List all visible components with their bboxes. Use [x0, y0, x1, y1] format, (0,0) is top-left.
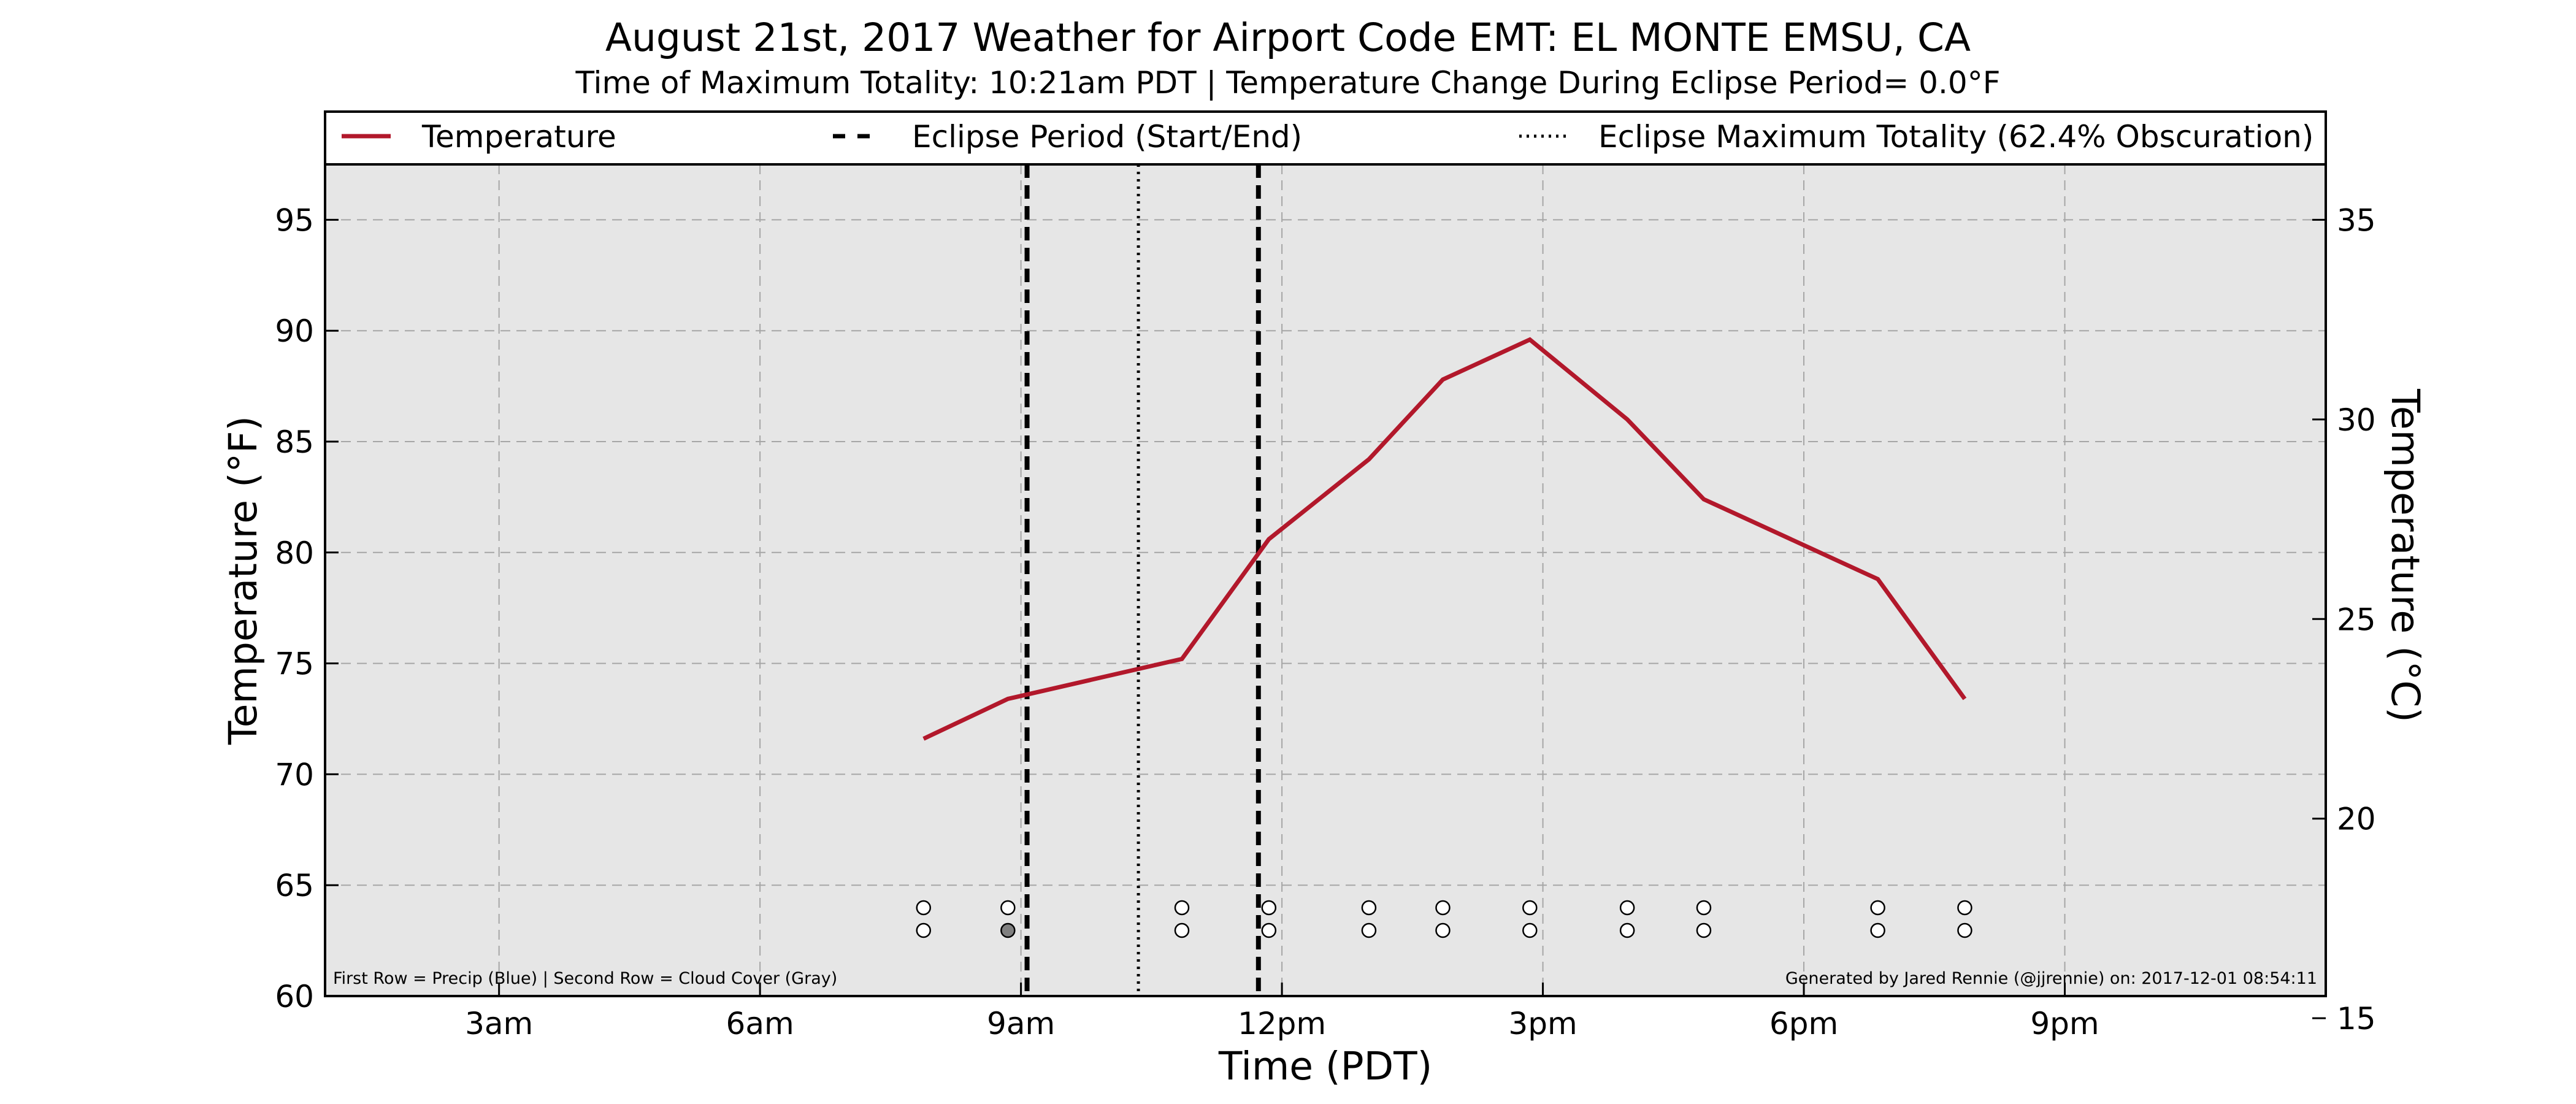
x-tick-label: 3pm [1508, 1006, 1577, 1041]
x-tick-label: 6am [726, 1006, 794, 1041]
y2-tick-label: 20 [2337, 802, 2376, 837]
cloud-marker [1957, 922, 1972, 938]
chart-title: August 21st, 2017 Weather for Airport Co… [605, 15, 1971, 60]
precip-marker [1261, 900, 1277, 916]
cloud-marker [1000, 922, 1016, 938]
y-tick-label: 85 [275, 424, 314, 460]
precip-marker [1619, 900, 1635, 916]
y-tick-label: 75 [275, 646, 314, 682]
plot-background [325, 164, 2326, 996]
precip-marker [1174, 900, 1190, 916]
x-tick-label: 9pm [2030, 1006, 2099, 1041]
precip-marker [1361, 900, 1377, 916]
y-tick-label: 80 [275, 535, 314, 571]
y2-tick-label: 25 [2337, 602, 2376, 637]
precip-marker [1957, 900, 1972, 916]
y-tick-label: 60 [275, 979, 314, 1014]
cloud-marker [1619, 922, 1635, 938]
precip-marker [916, 900, 932, 916]
y2-tick-label: 35 [2337, 202, 2376, 238]
legend-box [324, 110, 2327, 166]
y-tick-label: 95 [275, 202, 314, 238]
legend-label-eclipse-period: Eclipse Period (Start/End) [912, 119, 1302, 155]
y-tick-label: 65 [275, 868, 314, 903]
legend-label-eclipse-max: Eclipse Maximum Totality (62.4% Obscurat… [1598, 119, 2313, 155]
x-tick-label: 9am [987, 1006, 1055, 1041]
cloud-marker [1261, 922, 1277, 938]
precip-marker [1696, 900, 1712, 916]
y2-tick-label: 15 [2337, 1001, 2376, 1037]
cloud-marker [916, 922, 932, 938]
y-tick-label: 70 [275, 757, 314, 792]
temperature-series-line [922, 337, 1967, 741]
cloud-marker [1435, 922, 1451, 938]
chart-subtitle: Time of Maximum Totality: 10:21am PDT | … [575, 65, 2001, 101]
x-axis-title: Time (PDT) [1218, 1044, 1432, 1089]
precip-marker [1000, 900, 1016, 916]
cloud-marker [1174, 922, 1190, 938]
cloud-marker [1361, 922, 1377, 938]
x-tick-label: 12pm [1238, 1006, 1326, 1041]
precip-marker [1870, 900, 1885, 916]
precip-marker [1435, 900, 1451, 916]
y-axis-title-left: Temperature (°F) [221, 416, 266, 745]
note-generated-by: Generated by Jared Rennie (@jjrennie) on… [1785, 969, 2317, 988]
precip-marker [1522, 900, 1538, 916]
y-tick-label: 90 [275, 313, 314, 349]
y2-tick-label: 30 [2337, 402, 2376, 438]
note-rows: First Row = Precip (Blue) | Second Row =… [333, 969, 837, 988]
x-tick-label: 3am [465, 1006, 533, 1041]
cloud-marker [1522, 922, 1538, 938]
cloud-marker [1870, 922, 1885, 938]
y-axis-title-right: Temperature (°C) [2383, 388, 2428, 723]
legend-label-temperature: Temperature [421, 119, 616, 155]
x-tick-label: 6pm [1769, 1006, 1838, 1041]
cloud-marker [1696, 922, 1712, 938]
